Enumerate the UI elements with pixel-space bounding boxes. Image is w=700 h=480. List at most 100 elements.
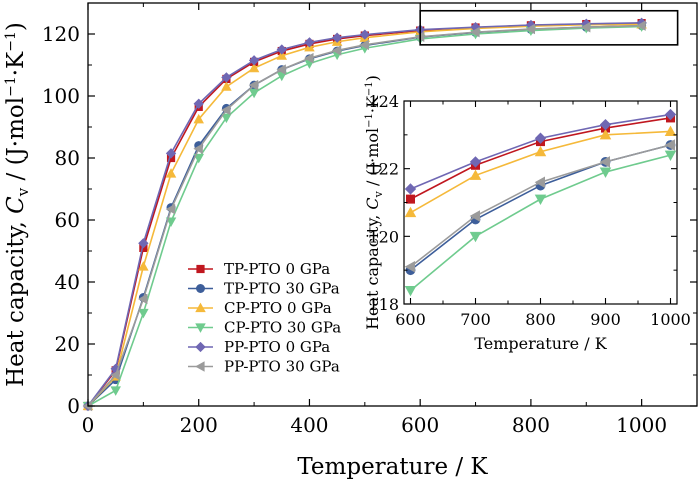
inset-data-point <box>469 231 482 243</box>
data-point <box>110 386 121 396</box>
data-point <box>165 148 177 159</box>
plot-frame <box>87 2 698 407</box>
inset-data-point <box>534 176 546 188</box>
inset-series-5 <box>404 139 676 273</box>
legend-label: CP-PTO 30 GPa <box>224 319 341 337</box>
y-tick-label: 120 <box>42 22 80 46</box>
inset-x-tick-label: 900 <box>590 310 621 329</box>
data-point <box>165 168 177 178</box>
data-point <box>636 20 646 31</box>
inset-y-label-sup: −1 <box>364 113 375 128</box>
data-point <box>276 44 287 55</box>
legend-label: TP-PTO 30 GPa <box>224 280 340 298</box>
y-axis-label: Heat capacity, Cv / (J·mol−1·K−1) <box>3 22 32 387</box>
data-point <box>165 203 176 215</box>
inset-x-tick-label: 800 <box>525 310 556 329</box>
data-point <box>138 261 149 271</box>
legend-entry-3: CP-PTO 30 GPa <box>188 319 341 337</box>
legend-entry-5: PP-PTO 30 GPa <box>188 358 340 376</box>
x-tick-label: 800 <box>512 413 550 437</box>
data-point <box>248 79 259 91</box>
x-tick-label: 0 <box>82 413 95 437</box>
x-tick-label: 600 <box>401 413 439 437</box>
inset-plot: 600 700 800 900 1000 118 120 122 124 Temperature … <box>355 75 691 356</box>
data-point <box>359 29 370 40</box>
inset-series-3 <box>404 150 677 297</box>
inset-y-tick-label: 120 <box>368 227 399 246</box>
inset-data-point <box>405 194 415 204</box>
inset-data-point <box>664 150 677 162</box>
series-5 <box>82 20 646 412</box>
legend-entry-4: PP-PTO 0 GPa <box>188 338 330 356</box>
data-point <box>193 113 204 124</box>
inset-data-point <box>599 128 612 140</box>
series-line <box>87 25 642 407</box>
x-tick-label: 400 <box>290 413 328 437</box>
legend-swatch-marker <box>195 361 205 372</box>
inset-data-point <box>469 169 482 180</box>
inset-data-point <box>404 261 416 273</box>
legend-entry-2: CP-PTO 0 GPa <box>188 299 332 317</box>
inset-data-point <box>599 167 612 178</box>
zoom-region-box <box>419 9 679 46</box>
inset-y-axis-label: Heat capacity, Cv / (J·mol−1·K−1) <box>363 75 385 330</box>
data-point <box>525 23 536 35</box>
inset-data-point <box>534 132 547 144</box>
y-label-sup: −1 <box>3 76 19 97</box>
inset-data-point <box>404 183 417 195</box>
y-label-unit: ) <box>3 22 29 31</box>
x-tick-label: 200 <box>180 413 218 437</box>
inset-background <box>355 86 685 356</box>
y-label-unit: / (J·mol <box>3 97 29 188</box>
inset-x-tick-label: 1000 <box>650 310 691 329</box>
data-point <box>221 104 231 116</box>
data-point <box>580 21 591 33</box>
inset-series-4 <box>404 108 677 195</box>
inset-y-label-sup: −1 <box>364 81 375 96</box>
inset-y-label-unit: ) <box>363 75 382 81</box>
inset-data-point <box>469 210 481 222</box>
legend-label: PP-PTO 0 GPa <box>224 338 330 356</box>
inset-data-point <box>404 206 417 218</box>
y-tick-label: 100 <box>42 84 80 108</box>
data-point <box>304 52 314 64</box>
inset-data-point <box>664 125 677 136</box>
inset-series-2 <box>404 125 677 218</box>
data-point <box>248 62 260 73</box>
inset-data-point <box>534 145 547 157</box>
legend-swatch-marker <box>195 341 206 353</box>
inset-data-point <box>534 194 547 205</box>
series-line <box>87 24 642 407</box>
inset-data-point <box>664 108 677 121</box>
y-label-sup: −1 <box>3 31 19 52</box>
legend-swatch-marker <box>195 323 206 333</box>
legend-entry-1: TP-PTO 30 GPa <box>188 280 340 298</box>
y-tick-label: 40 <box>55 270 80 294</box>
inset-y-label-unit: ·K <box>363 95 382 113</box>
inset-x-axis-label: Temperature / K <box>474 334 607 353</box>
y-label-unit: ·K <box>3 51 29 76</box>
y-label-sub: v <box>14 187 32 197</box>
data-point <box>276 64 286 75</box>
data-point <box>248 88 260 99</box>
inset-y-tick-label: 124 <box>368 92 399 111</box>
data-point <box>137 293 148 305</box>
data-point <box>193 98 204 109</box>
inset-y-label-symbol: C <box>363 197 382 209</box>
y-tick-label: 80 <box>55 146 80 170</box>
inset-data-point <box>469 156 482 168</box>
y-tick-label: 20 <box>55 332 80 356</box>
data-point <box>110 369 120 381</box>
inset-x-tick-label: 600 <box>395 310 426 329</box>
inset-data-point <box>404 285 417 297</box>
inset-y-tick-label: 122 <box>368 160 399 179</box>
inset-y-tick-label: 118 <box>368 295 399 314</box>
data-point <box>276 50 288 60</box>
data-point <box>331 45 342 56</box>
data-point <box>165 217 177 227</box>
series-line <box>87 23 642 407</box>
legend-swatch-marker <box>195 302 206 313</box>
inset-y-label-sub: v <box>372 190 385 198</box>
data-point <box>359 39 369 51</box>
